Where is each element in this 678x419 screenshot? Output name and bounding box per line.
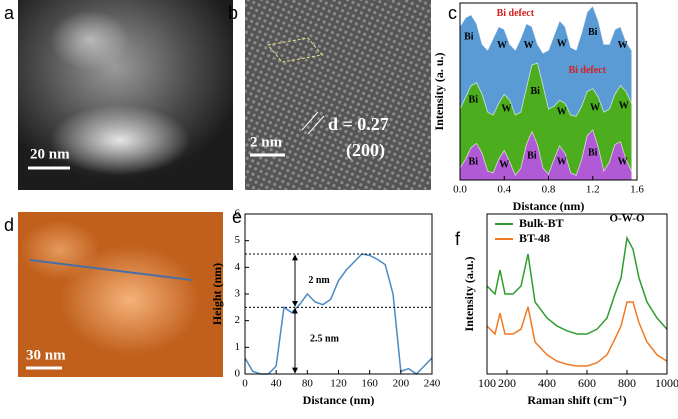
- particle: [20, 220, 100, 280]
- d-spacing: d = 0.27: [328, 114, 389, 134]
- annotation: W: [618, 40, 628, 51]
- y-tick-label: 2: [235, 314, 241, 326]
- x-tick-label: 200: [498, 376, 516, 390]
- annotation: W: [497, 40, 507, 51]
- y-tick-label: 4: [235, 261, 241, 273]
- annotation: 2.5 nm: [310, 334, 340, 345]
- x-tick-label: 0.8: [542, 184, 556, 196]
- x-tick-label: 400: [538, 376, 556, 390]
- x-axis-label: Distance (nm): [513, 199, 585, 213]
- panel-label: b: [228, 3, 238, 23]
- plot-frame: [244, 213, 433, 375]
- area-line: [459, 129, 632, 177]
- annotation: W: [618, 157, 628, 168]
- panel-label: e: [232, 207, 242, 227]
- annotation: Bi defect: [497, 8, 535, 19]
- annotation: Bi: [464, 32, 474, 43]
- y-tick-label: 6: [235, 208, 241, 220]
- unit-cell: [267, 37, 323, 63]
- x-tick-label: 240: [424, 378, 441, 390]
- fringe: [301, 111, 319, 131]
- particle: [50, 10, 130, 70]
- x-tick-label: 100: [478, 376, 496, 390]
- annotation: W: [557, 39, 567, 50]
- x-tick-label: 40: [271, 378, 283, 390]
- legend-label: Bulk-BT: [519, 216, 564, 230]
- x-tick-label: 0.4: [497, 184, 511, 196]
- x-tick-label: 1000: [655, 376, 678, 390]
- annotation: W: [501, 103, 511, 114]
- x-tick-label: 200: [393, 378, 410, 390]
- annotation: Bi: [530, 86, 540, 97]
- x-tick-label: 1.6: [630, 184, 644, 196]
- particle: [60, 245, 200, 355]
- annotation: W: [619, 101, 629, 112]
- line: [486, 235, 668, 335]
- x-tick-label: 1.2: [586, 184, 600, 196]
- scale-label: 20 nm: [30, 146, 70, 162]
- panel-label: a: [4, 3, 15, 23]
- hrtem-image: [245, 0, 431, 190]
- fringe: [307, 115, 325, 135]
- area-fill: [460, 129, 632, 180]
- annotation: Bi: [588, 27, 598, 38]
- x-axis-label: Distance (nm): [303, 393, 375, 407]
- scale-label: 2 nm: [250, 134, 283, 150]
- annotation: W: [590, 102, 600, 113]
- x-tick-label: 0: [242, 378, 248, 390]
- particle: [50, 105, 190, 175]
- y-axis-label: Intensity (a. u.): [432, 52, 446, 130]
- y-tick-label: 1: [235, 341, 241, 353]
- annotation: Bi: [527, 151, 537, 162]
- y-tick-label: 5: [235, 234, 241, 246]
- panel-label: c: [448, 3, 457, 23]
- x-tick-label: 160: [361, 378, 378, 390]
- line: [244, 253, 433, 375]
- plot-frame: [486, 213, 668, 375]
- area-line: [459, 5, 632, 54]
- y-tick-label: 0: [235, 368, 241, 380]
- annotation: W: [499, 160, 509, 171]
- annotation: Bi defect: [568, 65, 606, 76]
- x-axis-label: Raman shift (cm⁻¹): [527, 393, 626, 407]
- x-tick-label: 0.0: [453, 184, 467, 196]
- x-tick-label: 120: [330, 378, 347, 390]
- annotation: 2 nm: [308, 275, 330, 286]
- annotation: Bi: [588, 148, 598, 159]
- annotation: W: [557, 157, 567, 168]
- panel-label: f: [455, 229, 461, 249]
- line: [486, 301, 668, 367]
- profile-line: [29, 259, 193, 281]
- annotation: Bi: [469, 95, 479, 106]
- panel-label: d: [4, 215, 14, 235]
- legend-label: BT-48: [519, 231, 550, 245]
- annotation: O-W-O: [609, 212, 644, 224]
- annotation: W: [557, 106, 567, 117]
- x-tick-label: 800: [618, 376, 636, 390]
- area-line: [459, 62, 632, 117]
- x-tick-label: 600: [578, 376, 596, 390]
- y-tick-label: 3: [235, 288, 241, 300]
- scale-label: 30 nm: [26, 347, 66, 363]
- annotation: Bi: [469, 157, 479, 168]
- plane: (200): [346, 140, 385, 161]
- y-axis-label: Intensity (a.u.): [462, 256, 476, 331]
- annotation: W: [524, 40, 534, 51]
- x-tick-label: 80: [302, 378, 314, 390]
- y-axis-label: Height (nm): [210, 263, 224, 325]
